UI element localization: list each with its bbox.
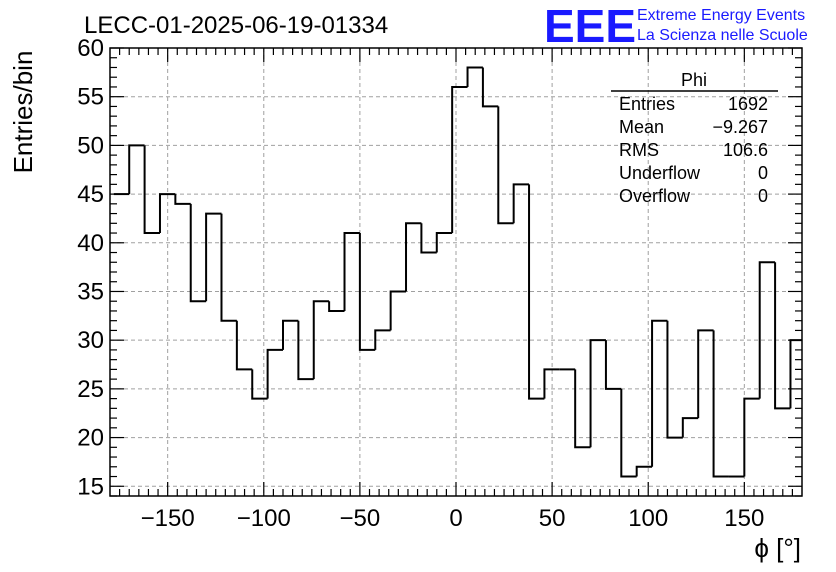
histogram-bin [574, 369, 591, 449]
histogram-bin [697, 329, 714, 419]
stats-value-rms: 106.6 [723, 140, 768, 160]
x-tick-label: −150 [141, 505, 195, 532]
stats-box-title: Phi [681, 70, 707, 90]
y-tick-label: 30 [77, 327, 104, 354]
histogram-bin [328, 301, 345, 312]
stats-value-underflow: 0 [758, 163, 768, 183]
histogram-bin [435, 232, 453, 253]
x-tick-label: 150 [724, 505, 764, 532]
stats-label-underflow: Underflow [619, 163, 701, 183]
y-tick-label: 20 [77, 425, 104, 452]
histogram-bin [189, 203, 207, 303]
histogram-bin [774, 262, 791, 410]
stats-value-mean: −9.267 [712, 117, 768, 137]
histogram-bin [174, 194, 191, 205]
x-axis-ticks: −150 −100 −50 0 50 100 150 [119, 48, 793, 532]
y-tick-label: 15 [77, 473, 104, 500]
stats-value-entries: 1692 [728, 94, 768, 114]
histogram-bin [758, 261, 776, 399]
histogram-bin [512, 183, 530, 224]
histogram-bin [358, 233, 376, 351]
histogram-bin [651, 319, 668, 467]
histogram-bin [712, 330, 729, 478]
histogram-bin [251, 369, 268, 400]
y-tick-label: 50 [77, 132, 104, 159]
x-axis-title: ϕ [°] [754, 533, 801, 563]
histogram-bin [466, 66, 483, 87]
stats-box: Phi Entries 1692 Mean −9.267 RMS 106.6 U… [611, 70, 778, 206]
histogram-bin [528, 184, 545, 400]
histogram-bin [481, 67, 499, 108]
y-axis-title: Entries/bin [8, 51, 38, 174]
y-tick-label: 55 [77, 84, 104, 111]
histogram-bin [312, 300, 330, 380]
histogram-bin [604, 340, 622, 390]
stats-label-entries: Entries [619, 94, 675, 114]
x-tick-label: 100 [628, 505, 668, 532]
brand-line-1: Extreme Energy Events [637, 7, 805, 24]
y-tick-label: 40 [77, 230, 104, 257]
histogram-bin [451, 85, 468, 234]
histogram-bin [220, 213, 237, 322]
y-tick-label: 60 [77, 35, 104, 62]
y-tick-label: 45 [77, 181, 104, 208]
y-tick-label: 35 [77, 278, 104, 305]
histogram-bin [235, 320, 253, 371]
brand-line-2: La Scienza nelle Scuole [637, 27, 808, 44]
stats-label-rms: RMS [619, 140, 659, 160]
stats-label-mean: Mean [619, 117, 664, 137]
y-axis-ticks: 15 20 25 30 35 40 45 50 55 60 [77, 35, 802, 500]
histogram-bin [635, 465, 653, 477]
run-title: LECC-01-2025-06-19-01334 [84, 12, 388, 39]
histogram-bin [420, 223, 437, 254]
histogram-bin [543, 368, 560, 399]
histogram-bin [589, 339, 606, 448]
stats-value-overflow: 0 [758, 186, 768, 206]
grid-lines [110, 47, 802, 496]
eee-logo: EEE [544, 0, 636, 52]
histogram-bin [128, 144, 145, 195]
histogram-bin [374, 329, 391, 350]
x-tick-label: 0 [449, 505, 462, 532]
histogram-bins [113, 66, 802, 478]
histogram-bin [743, 397, 760, 477]
histogram-bin [389, 290, 407, 331]
x-tick-label: 50 [539, 505, 566, 532]
histogram-bin [620, 388, 637, 478]
histogram-bin [282, 319, 299, 350]
histogram-bin [666, 320, 683, 439]
histogram-bin [266, 348, 283, 399]
x-tick-label: −100 [237, 505, 291, 532]
histogram-bin [497, 106, 514, 225]
histogram-bin [297, 320, 314, 381]
histogram-bin [343, 232, 360, 311]
histogram-bin [405, 222, 422, 292]
histogram-bin [143, 145, 160, 235]
histogram-bin [681, 417, 699, 438]
stats-label-overflow: Overflow [619, 186, 691, 206]
x-tick-label: −50 [340, 505, 381, 532]
histogram-bin [205, 212, 222, 302]
y-tick-label: 25 [77, 376, 104, 403]
histogram-bin [158, 193, 176, 234]
